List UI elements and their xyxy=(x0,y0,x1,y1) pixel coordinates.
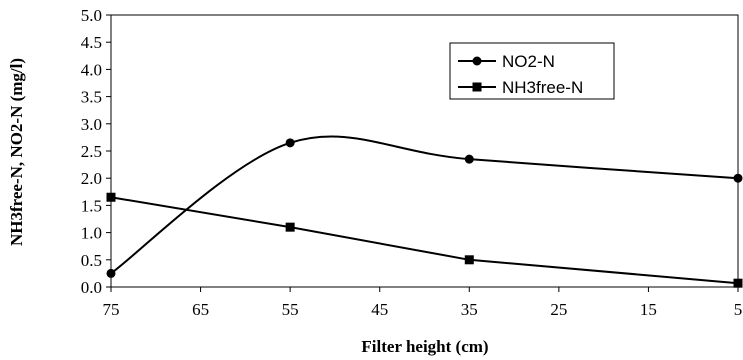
x-tick-label: 45 xyxy=(371,300,388,319)
legend-item-no2: NO2-N xyxy=(458,52,555,71)
y-tick-label: 1.0 xyxy=(81,224,102,243)
y-tick-label: 3.5 xyxy=(81,88,102,107)
y-axis-title: NH3free-N, NO2-N (mg/l) xyxy=(7,58,26,246)
data-point-no2 xyxy=(106,268,116,278)
data-point-no2 xyxy=(285,138,295,148)
legend-square-marker-icon xyxy=(472,82,482,92)
x-axis-title: Filter height (cm) xyxy=(361,337,488,356)
series-line-nh3 xyxy=(110,196,739,285)
legend-circle-marker-icon xyxy=(472,56,482,66)
y-tick-label: 3.0 xyxy=(81,115,102,134)
x-tick-label: 75 xyxy=(103,300,120,319)
y-tick-label: 0.0 xyxy=(81,278,102,297)
data-point-no2 xyxy=(464,154,474,164)
legend-label-nh3: NH3free-N xyxy=(502,78,583,97)
y-tick-label: 2.0 xyxy=(81,169,102,188)
series-nh3 xyxy=(106,192,743,288)
y-tick-label: 4.5 xyxy=(81,33,102,52)
y-axis-ticks: 0.0 0.5 1.0 1.5 2.0 2.5 3.0 3.5 4.0 4.5 5.0 xyxy=(81,6,111,297)
data-point-nh3 xyxy=(285,222,295,232)
x-tick-label: 65 xyxy=(192,300,209,319)
x-tick-label: 15 xyxy=(640,300,657,319)
x-tick-label: 25 xyxy=(550,300,567,319)
plot-border xyxy=(110,14,739,288)
x-tick-label: 35 xyxy=(461,300,478,319)
legend: NO2-N NH3free-N xyxy=(449,42,615,100)
series-line-no2 xyxy=(110,135,739,275)
data-point-nh3 xyxy=(733,278,743,288)
y-tick-label: 4.0 xyxy=(81,60,102,79)
y-tick-label: 5.0 xyxy=(81,6,102,25)
data-point-nh3 xyxy=(106,192,116,202)
series-layer xyxy=(106,135,743,288)
y-tick-label: 2.5 xyxy=(81,142,102,161)
y-tick-label: 0.5 xyxy=(81,251,102,270)
x-tick-label: 5 xyxy=(734,300,743,319)
plot-area-frame xyxy=(110,14,739,288)
y-tick-label: 1.5 xyxy=(81,196,102,215)
x-tick-label: 55 xyxy=(282,300,299,319)
x-axis-ticks: 75 65 55 45 35 25 15 5 xyxy=(103,287,743,319)
data-point-no2 xyxy=(733,173,743,183)
series-no2 xyxy=(106,135,743,278)
legend-label-no2: NO2-N xyxy=(502,52,555,71)
legend-item-nh3: NH3free-N xyxy=(458,78,583,97)
data-point-nh3 xyxy=(464,255,474,265)
